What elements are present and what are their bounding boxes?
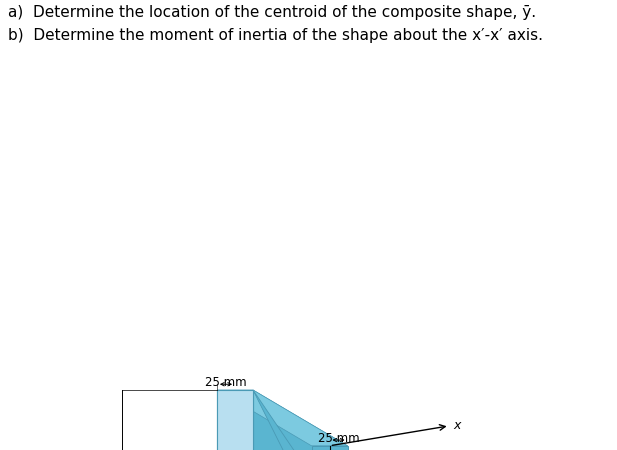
Polygon shape (253, 390, 437, 450)
Text: 25 mm: 25 mm (318, 432, 359, 445)
Polygon shape (217, 390, 347, 446)
Text: 25 mm: 25 mm (205, 376, 247, 389)
Polygon shape (127, 390, 343, 450)
Polygon shape (222, 446, 437, 450)
Polygon shape (253, 390, 347, 450)
Polygon shape (127, 390, 343, 450)
Text: x: x (453, 419, 461, 432)
Text: b)  Determine the moment of inertia of the shape about the x′-x′ axis.: b) Determine the moment of inertia of th… (8, 28, 543, 43)
Text: a)  Determine the location of the centroid of the composite shape, ȳ.: a) Determine the location of the centroi… (8, 5, 536, 20)
